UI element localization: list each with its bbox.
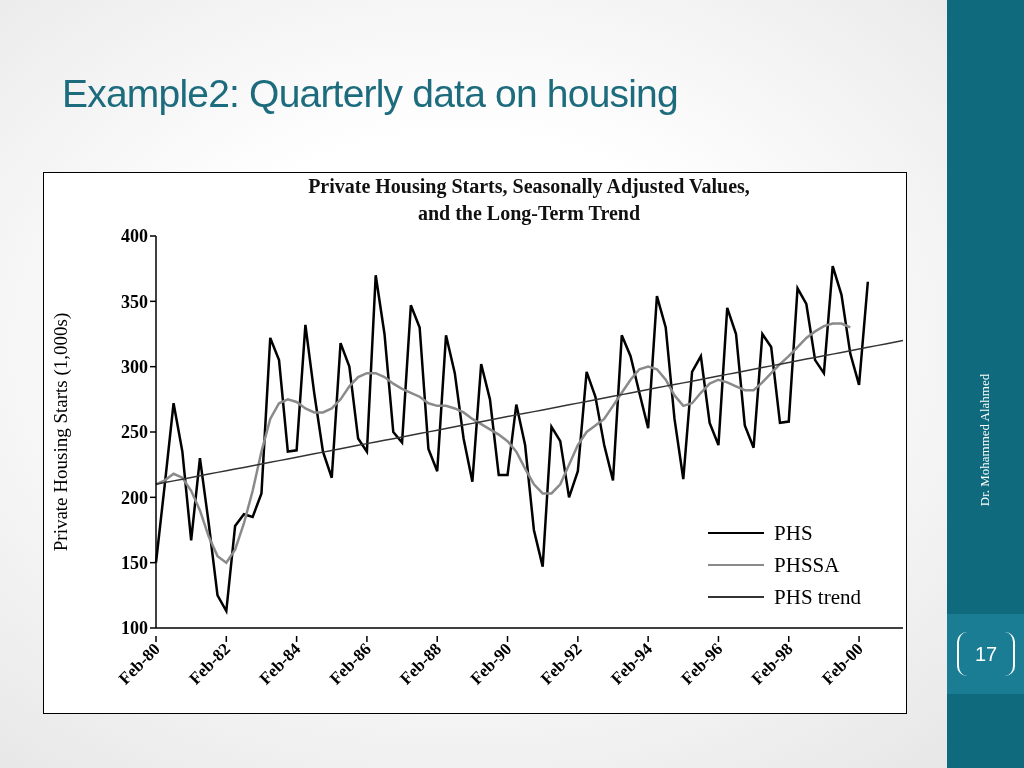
svg-text:Feb-98: Feb-98: [748, 639, 797, 688]
svg-text:Feb-88: Feb-88: [396, 639, 445, 688]
svg-text:Feb-96: Feb-96: [677, 639, 726, 688]
html-text:PHS: PHS: [774, 520, 813, 545]
svg-text:350: 350: [121, 292, 148, 312]
svg-text:Feb-90: Feb-90: [467, 639, 516, 688]
html-text:PHS trend: PHS trend: [774, 584, 861, 609]
svg-text:100: 100: [121, 618, 148, 638]
svg-text:Private Housing Starts (1,000s: Private Housing Starts (1,000s): [50, 313, 72, 552]
svg-text:Feb-94: Feb-94: [607, 639, 656, 688]
svg-text:300: 300: [121, 357, 148, 377]
svg-text:Feb-82: Feb-82: [185, 639, 234, 688]
html-text:Example2: Quarterly data on ho: Example2: Quarterly data on housing: [62, 72, 678, 115]
svg-text:250: 250: [121, 422, 148, 442]
html-text:17: 17: [974, 643, 998, 665]
svg-text:Feb-80: Feb-80: [115, 639, 164, 688]
svg-text:150: 150: [121, 553, 148, 573]
svg-text:400: 400: [121, 226, 148, 246]
svg-text:Feb-86: Feb-86: [326, 639, 375, 688]
html-text:Dr. Mohammed Alahmed: Dr. Mohammed Alahmed: [977, 373, 992, 507]
html-text:Private Housing Starts, Season: Private Housing Starts, Seasonally Adjus…: [308, 175, 750, 224]
html-text:PHSSA: PHSSA: [774, 552, 840, 577]
svg-text:Feb-92: Feb-92: [537, 639, 586, 688]
svg-text:Feb-00: Feb-00: [818, 639, 867, 688]
svg-text:Feb-84: Feb-84: [256, 639, 305, 688]
svg-text:200: 200: [121, 488, 148, 508]
